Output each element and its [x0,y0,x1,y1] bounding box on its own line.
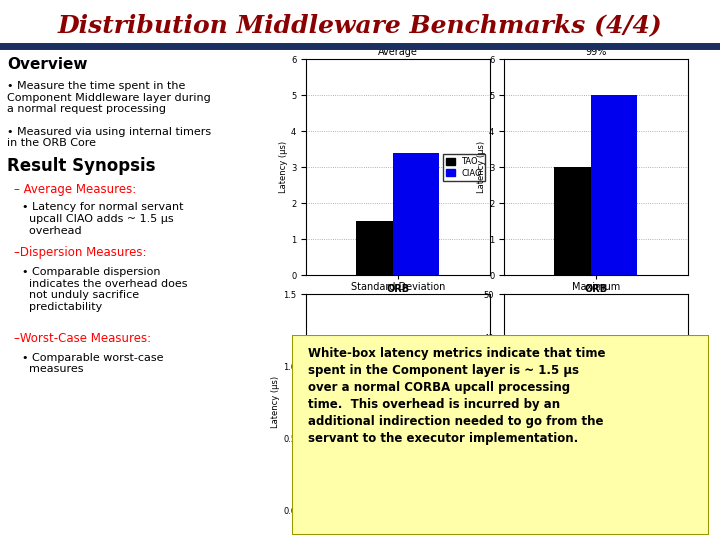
Bar [591,96,637,275]
Text: White-box latency metrics indicate that time
spent in the Component layer is ~ 1: White-box latency metrics indicate that … [308,347,606,445]
Title: Standard Deviation: Standard Deviation [351,282,445,292]
Text: Distribution Middleware Benchmarks (4/4): Distribution Middleware Benchmarks (4/4) [58,14,662,37]
Text: • Measured via using internal timers
in the ORB Core: • Measured via using internal timers in … [7,127,212,148]
Text: • Measure the time spent in the
Component Middleware layer during
a normal reque: • Measure the time spent in the Componen… [7,81,211,114]
Text: Overview: Overview [7,57,88,72]
Title: Average: Average [378,47,418,57]
Bar [356,414,402,510]
FancyBboxPatch shape [292,335,709,535]
Legend: TAO, CIAO: TAO, CIAO [443,154,485,181]
Bar [554,407,600,510]
Bar [393,402,439,510]
Y-axis label: Latency (μs): Latency (μs) [271,376,280,428]
Text: • Comparable worst-case
  measures: • Comparable worst-case measures [22,353,163,374]
Bar [591,398,637,510]
Title: 99%: 99% [585,47,606,57]
Text: – Average Measures:: – Average Measures: [14,183,137,195]
Y-axis label: Latency (μs): Latency (μs) [279,141,288,193]
Y-axis label: Latency (μs): Latency (μs) [477,141,486,193]
Text: Result Synopsis: Result Synopsis [7,157,156,174]
Text: • Latency for normal servant
  upcall CIAO adds ~ 1.5 μs
  overhead: • Latency for normal servant upcall CIAO… [22,202,183,235]
Y-axis label: Latency (μs): Latency (μs) [472,376,481,428]
Bar [554,167,600,275]
Text: • Comparable dispersion
  indicates the overhead does
  not unduly sacrifice
  p: • Comparable dispersion indicates the ov… [22,267,187,312]
Text: –Worst-Case Measures:: –Worst-Case Measures: [14,332,151,345]
Bar [356,221,402,275]
Text: –Dispersion Measures:: –Dispersion Measures: [14,246,147,259]
Bar [393,153,439,275]
Title: Maximum: Maximum [572,282,620,292]
